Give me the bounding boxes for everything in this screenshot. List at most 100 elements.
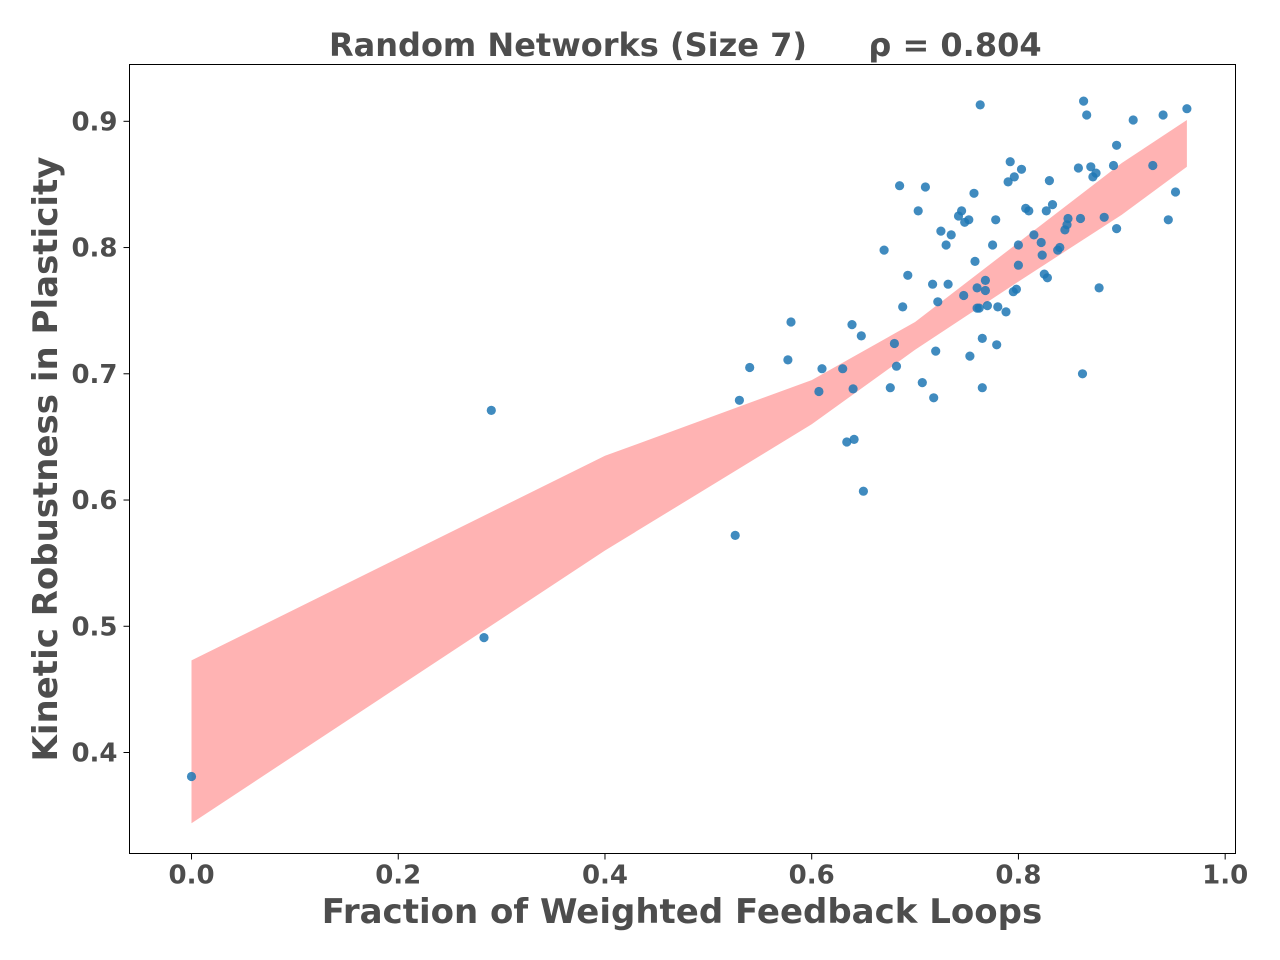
data-point [730,530,740,541]
data-point [1112,140,1122,150]
data-point [1182,104,1192,114]
x-axis-label: Fraction of Weighted Feedback Loops [322,892,1042,932]
data-point [1037,250,1047,260]
data-point [980,275,991,285]
data-point [993,302,1003,312]
data-point [1170,187,1181,197]
data-point [814,386,824,397]
data-point [1112,224,1122,234]
data-point [903,270,913,280]
data-point [969,188,979,198]
data-point [849,434,859,444]
data-point [970,256,980,266]
y-tick-label: 0.8 [71,234,117,264]
data-point [847,320,857,330]
data-point [838,364,848,374]
data-point [1011,284,1022,294]
data-point [1055,242,1065,253]
y-tick-label: 0.7 [71,360,117,390]
correlation-annotation: ρ = 0.804 [868,26,1041,64]
data-point [1091,168,1101,178]
data-point [929,393,939,403]
data-point [977,383,987,393]
data-point [941,240,951,250]
data-point [946,230,956,240]
data-point [1099,212,1109,222]
data-point [1001,307,1011,317]
data-point [1024,206,1034,216]
data-point [1005,157,1015,167]
data-point [1003,177,1013,187]
y-tick-label: 0.4 [71,739,117,769]
data-point [982,301,993,311]
data-point [975,100,985,110]
data-point [917,378,927,388]
data-point [1082,110,1092,120]
y-tick-label: 0.5 [71,612,117,642]
data-point [1163,215,1173,225]
data-point [920,182,931,192]
data-point [1086,162,1096,172]
data-point [745,362,755,373]
data-point [1063,213,1073,224]
data-point [936,226,946,236]
data-point [974,303,984,313]
data-point [1158,110,1168,120]
confidence-band [191,120,1187,824]
data-point [885,383,895,393]
data-point [898,302,908,312]
data-point [1013,260,1024,270]
plot-frame [129,64,1236,854]
data-point [1044,176,1054,186]
data-point [913,206,923,216]
x-tick-label: 0.8 [995,861,1041,891]
x-tick-label: 0.4 [582,861,628,891]
data-point [1148,160,1158,171]
data-point [933,297,943,307]
y-tick-label: 0.9 [71,107,117,137]
data-point [977,333,987,343]
chart-title: Random Networks (Size 7) [329,26,807,64]
data-point [1075,213,1086,224]
data-point [817,364,827,374]
data-point [186,771,197,782]
data-point [964,215,974,225]
data-point [842,437,852,447]
data-point [858,486,869,496]
data-points-layer [186,96,1192,782]
data-point [965,351,975,361]
data-point [1042,273,1052,283]
data-point [1073,163,1083,173]
data-point [959,290,969,301]
data-point [1047,200,1058,210]
data-point [895,181,905,191]
data-point [734,395,745,405]
x-tick-label: 0.2 [375,861,421,891]
data-point [972,283,982,293]
data-point [1036,237,1046,248]
data-point [991,215,1001,225]
data-point [988,240,998,250]
data-point [1009,172,1019,182]
data-point [943,279,953,289]
data-point [931,346,941,356]
y-tick-label: 0.6 [71,486,117,516]
data-point [957,206,967,216]
data-point [479,633,489,643]
x-tick-label: 0.0 [168,861,214,891]
x-tick-label: 1.0 [1202,861,1248,891]
y-axis-label: Kinetic Robustness in Plasticity [26,157,66,762]
data-point [1077,369,1088,379]
data-point [1079,96,1089,106]
data-point [992,340,1002,350]
data-point [928,279,938,289]
data-point [786,317,796,327]
data-point [848,384,858,394]
data-point [891,361,902,371]
x-tick-label: 0.6 [789,861,835,891]
data-point [1013,240,1024,250]
data-point [1128,115,1138,125]
data-point [1041,206,1051,216]
data-point [879,245,889,255]
